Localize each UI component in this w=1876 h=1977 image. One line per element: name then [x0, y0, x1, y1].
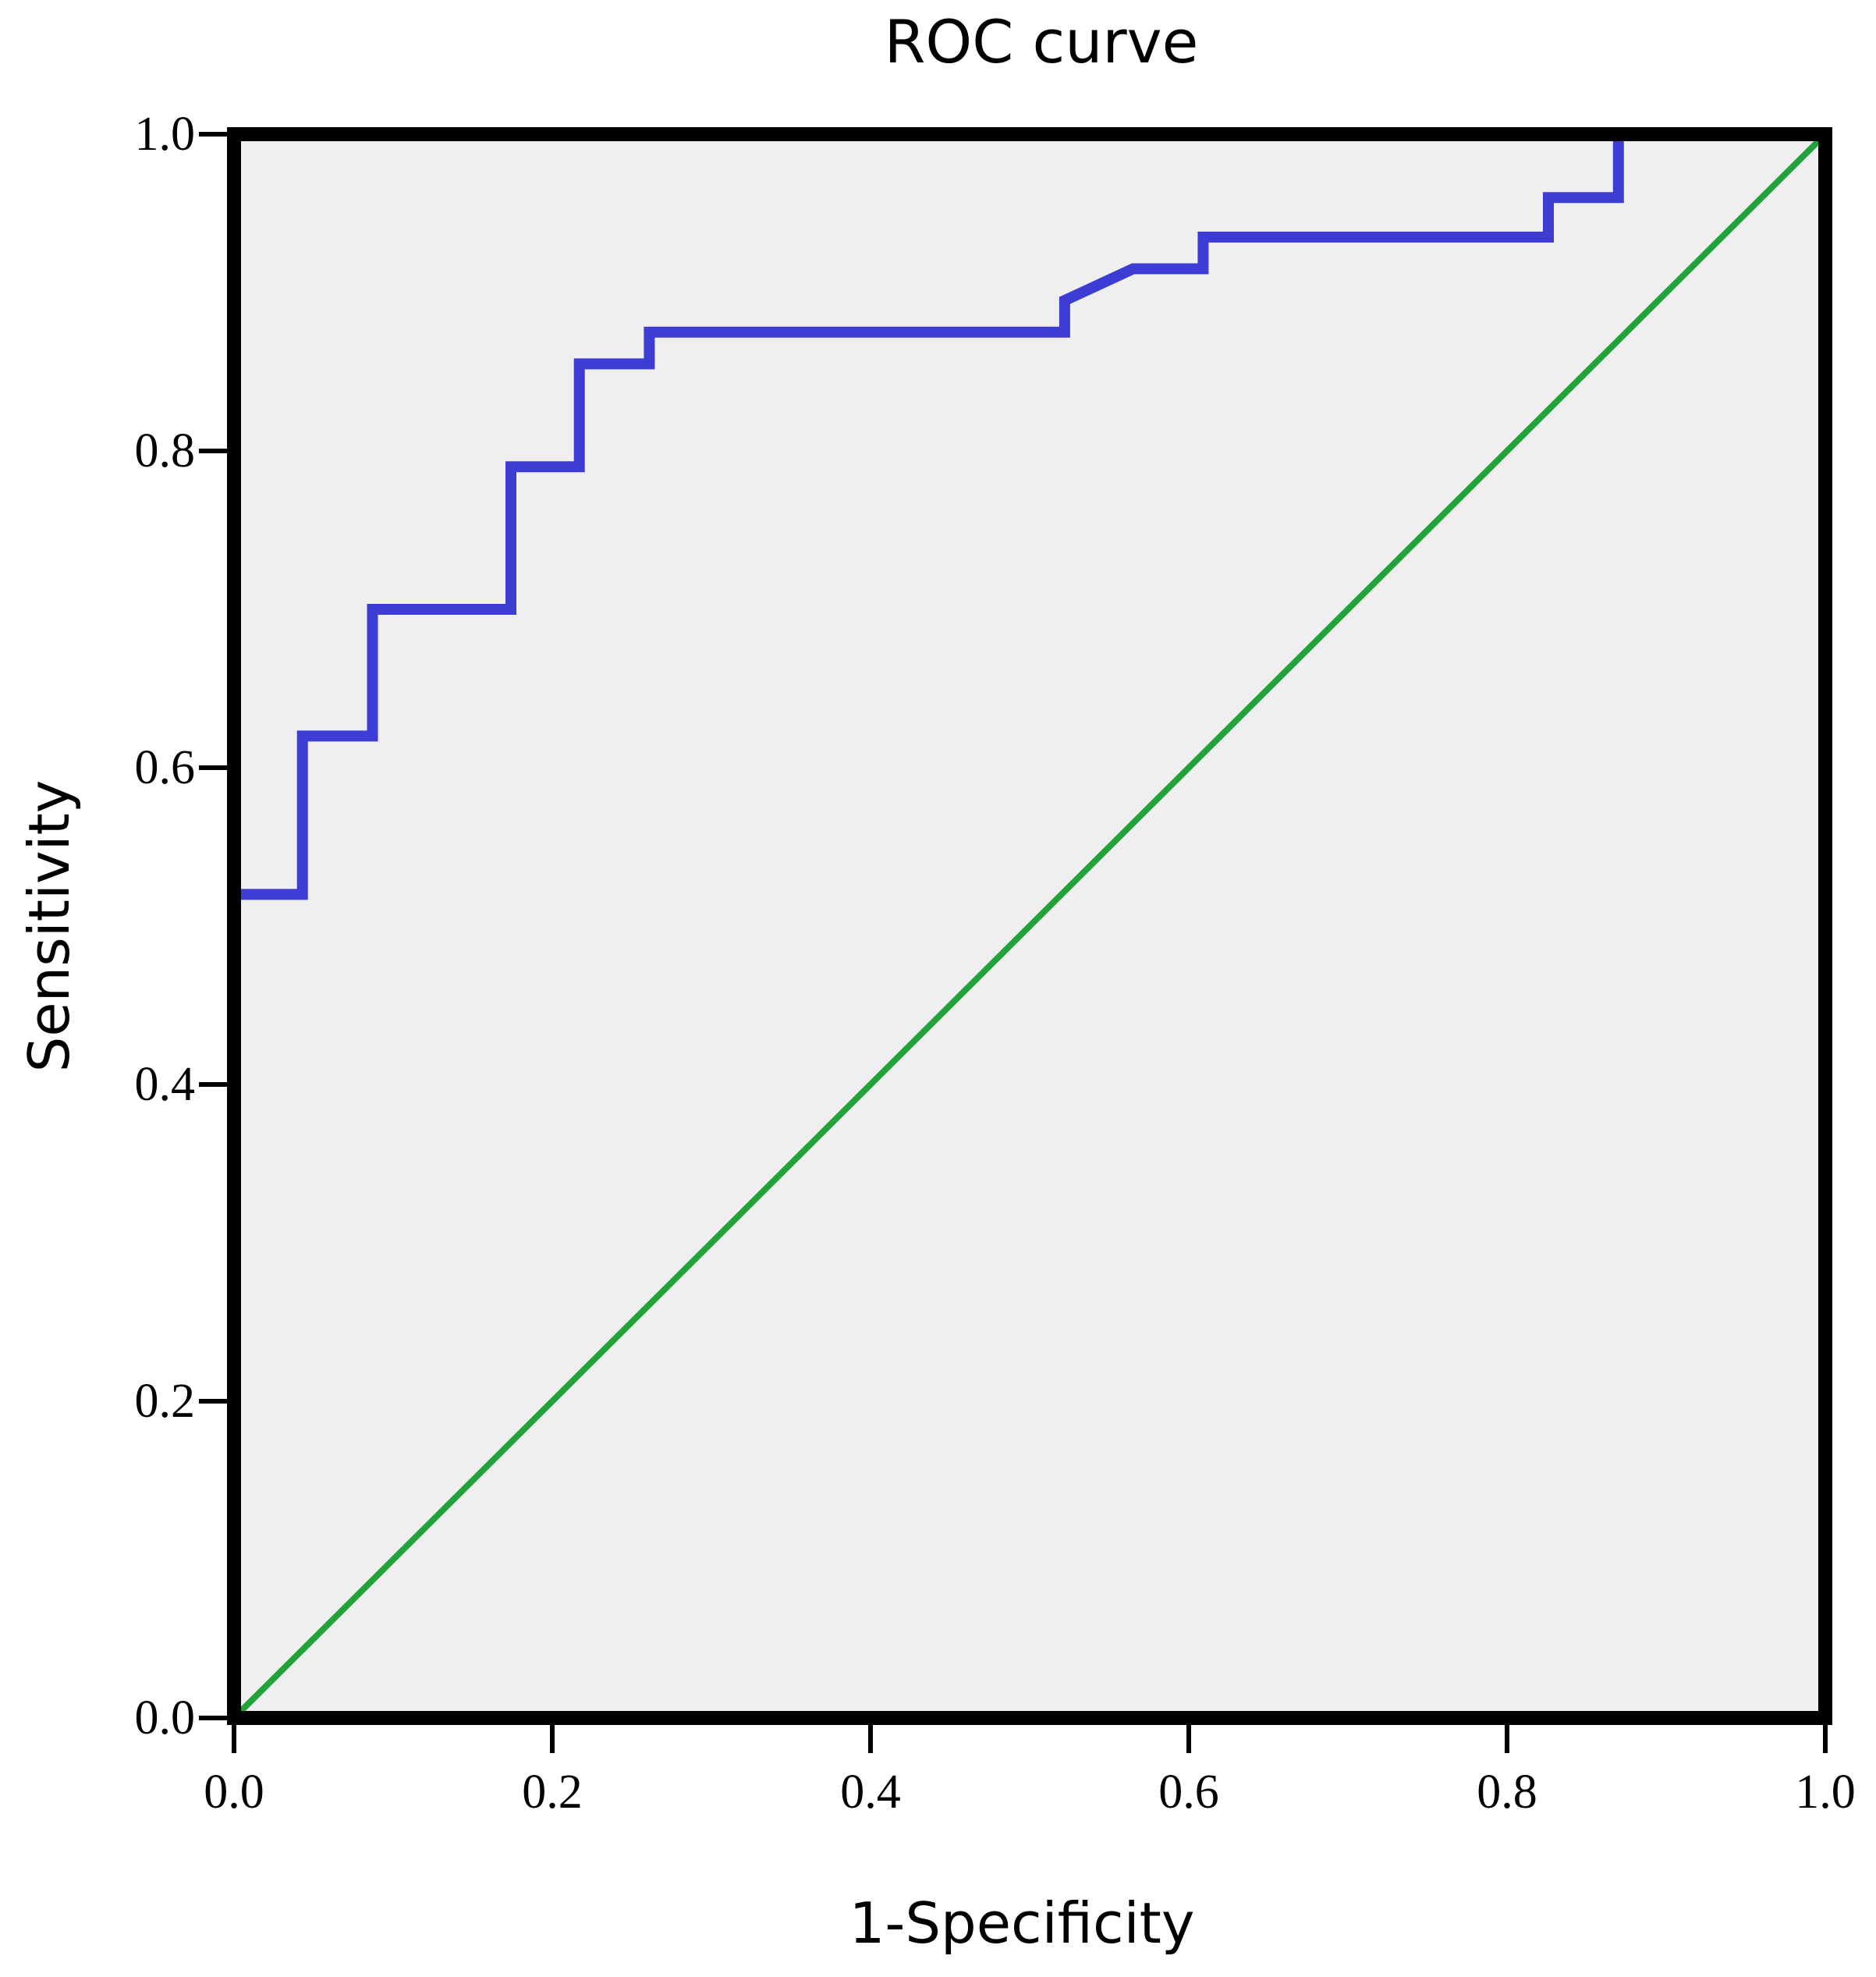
y-tick-label: 0.0 [135, 1691, 196, 1745]
y-tick-label: 0.4 [135, 1058, 196, 1111]
plot-frame [227, 127, 1832, 1725]
x-axis-label: 1-Specificity [849, 1890, 1195, 1956]
x-tick-label: 0.6 [1158, 1766, 1219, 1819]
y-axis-label: Sensitivity [16, 780, 82, 1073]
chart-title: ROC curve [885, 7, 1199, 76]
reference-diagonal-line [232, 132, 1828, 1720]
x-tick-label: 1.0 [1795, 1766, 1856, 1819]
y-tick-label: 1.0 [135, 108, 196, 161]
x-tick-label: 0.2 [522, 1766, 583, 1819]
x-tick-label: 0.8 [1477, 1766, 1537, 1819]
tick-label-layer: 0.0 0.2 0.4 0.6 0.8 1.0 0.0 0.2 0.4 0.6 0.8 1.0 [135, 108, 1856, 1819]
series-layer [232, 132, 1828, 1720]
x-tick-label: 0.0 [204, 1766, 264, 1819]
y-tick-label: 0.8 [135, 424, 196, 477]
y-tick-label: 0.6 [135, 741, 196, 794]
roc-curve-line [234, 134, 1624, 900]
y-tick-label: 0.2 [135, 1375, 196, 1428]
x-tick-label: 0.4 [840, 1766, 901, 1819]
